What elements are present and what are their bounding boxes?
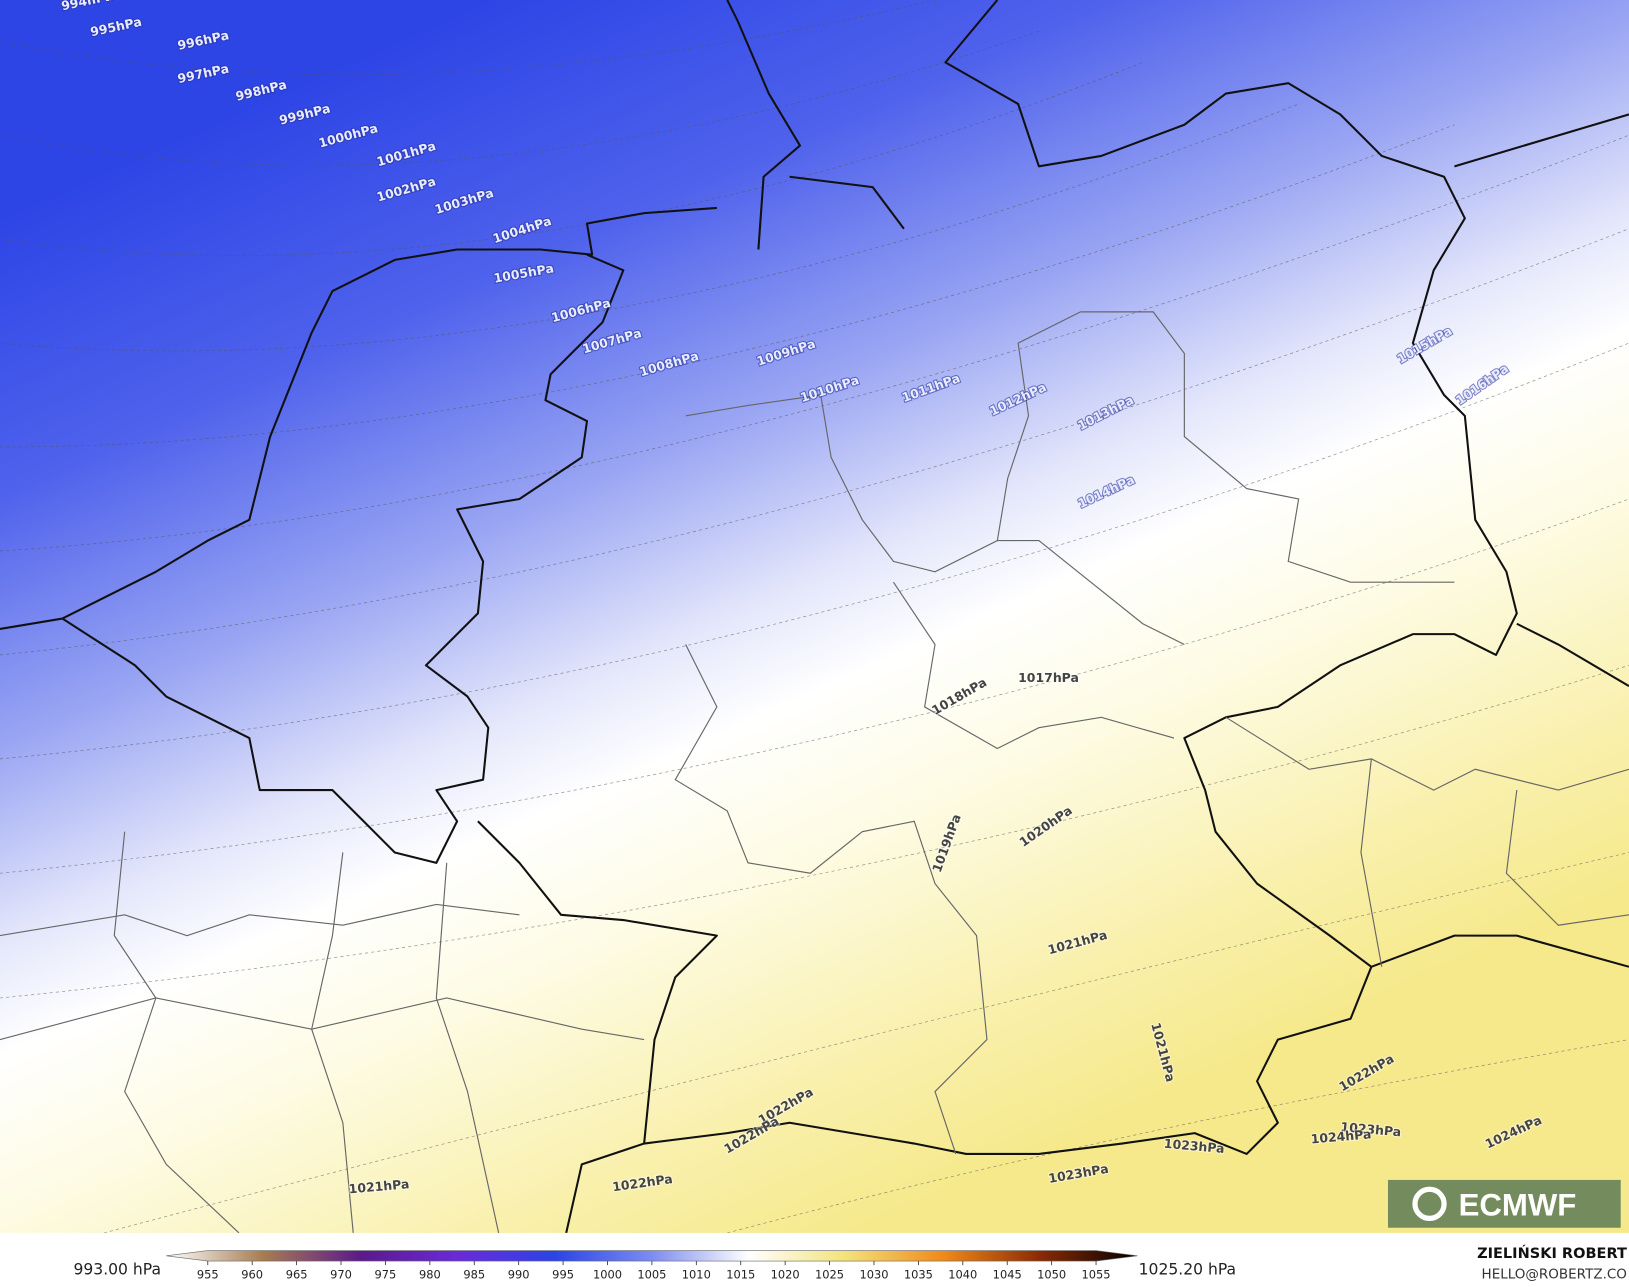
contours bbox=[0, 0, 1629, 1234]
colorbar-tick-label: 1035 bbox=[904, 1268, 933, 1282]
colorbar-tick-label: 990 bbox=[508, 1268, 530, 1282]
colorbar-tick-label: 1050 bbox=[1037, 1268, 1066, 1282]
isobar-label: 1023hPa bbox=[1340, 1119, 1402, 1139]
colorbar-tick-label: 1055 bbox=[1082, 1268, 1111, 1282]
colorbar-tick-label: 1030 bbox=[859, 1268, 888, 1282]
colorbar-tick-label: 1045 bbox=[993, 1268, 1022, 1282]
contact: HELLO@ROBERTZ.CO bbox=[1482, 1267, 1627, 1283]
colorbar-tick-label: 1005 bbox=[637, 1268, 666, 1282]
colorbar-tick-label: 960 bbox=[241, 1268, 263, 1282]
colorbar-tick-label: 1025 bbox=[815, 1268, 844, 1282]
isobar-label: 1024hPa bbox=[1310, 1126, 1372, 1146]
logo-text: ECMWF bbox=[1459, 1187, 1577, 1222]
colorbar-tick-label: 965 bbox=[286, 1268, 308, 1282]
colorbar-max: 1025.20 hPa bbox=[1139, 1261, 1236, 1279]
isobar-label: 1017hPa bbox=[1018, 670, 1079, 685]
colorbar-tick-label: 1000 bbox=[593, 1268, 622, 1282]
colorbar-tick-label: 980 bbox=[419, 1268, 441, 1282]
colorbar-tick-label: 1040 bbox=[948, 1268, 977, 1282]
colorbar-tick-label: 970 bbox=[330, 1268, 352, 1282]
colorbar-tick-label: 955 bbox=[197, 1268, 219, 1282]
borders bbox=[0, 0, 1629, 1234]
colorbar-tick-label: 1010 bbox=[682, 1268, 711, 1282]
regions bbox=[0, 311, 1629, 1234]
logo-box: ECMWF bbox=[1387, 1179, 1621, 1228]
colorbar-tick-label: 985 bbox=[463, 1268, 485, 1282]
colorbar-tick-label: 1015 bbox=[726, 1268, 755, 1282]
colorbar-min: 993.00 hPa bbox=[73, 1261, 161, 1279]
colorbar-tick-label: 975 bbox=[375, 1268, 397, 1282]
colorbar-tick-label: 995 bbox=[552, 1268, 574, 1282]
map: 994hPa995hPa996hPa997hPa998hPa999hPa1000… bbox=[0, 0, 1629, 1234]
isobar-label: 1023hPa bbox=[1163, 1136, 1225, 1156]
author: ZIELIŃSKI ROBERT bbox=[1477, 1244, 1627, 1262]
isobar-label: 1021hPa bbox=[348, 1176, 410, 1196]
pressure-field bbox=[0, 0, 1629, 1233]
colorbar-tick-label: 1020 bbox=[771, 1268, 800, 1282]
colorbar: 955 960 965 970 975 980 985 990 995 1000 1005 1010 1… bbox=[166, 1250, 1138, 1282]
